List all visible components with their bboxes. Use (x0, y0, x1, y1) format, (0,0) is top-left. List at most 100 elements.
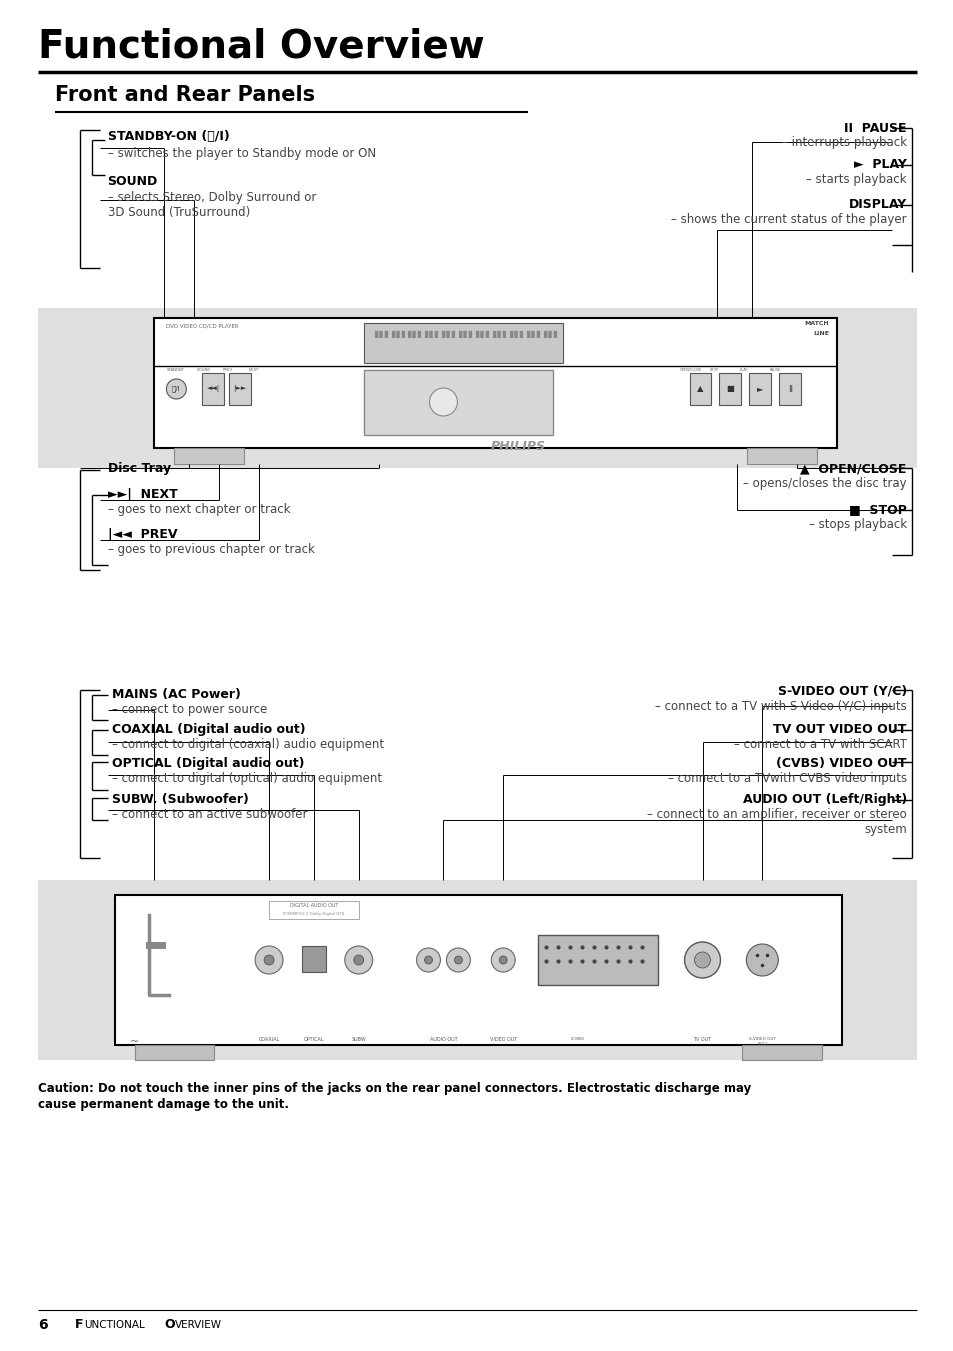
Text: DVD VIDEO CD/CD PLAYER: DVD VIDEO CD/CD PLAYER (166, 323, 239, 328)
Text: (CVBS): (CVBS) (570, 1038, 584, 1042)
Circle shape (429, 388, 456, 416)
Text: O: O (164, 1319, 174, 1331)
Text: |►►: |►► (233, 385, 247, 393)
Text: OPTICAL: OPTICAL (303, 1038, 324, 1042)
Text: AUDIO OUT: AUDIO OUT (429, 1038, 456, 1042)
Text: – goes to previous chapter or track: – goes to previous chapter or track (108, 543, 314, 557)
Bar (746, 449, 817, 463)
Text: ►: ► (757, 385, 762, 393)
Text: ▲  OPEN/CLOSE: ▲ OPEN/CLOSE (800, 462, 906, 476)
Text: UNCTIONAL: UNCTIONAL (84, 1320, 144, 1329)
Text: – connect to an amplifier, receiver or stereo: – connect to an amplifier, receiver or s… (646, 808, 906, 821)
Text: – connect to a TV with S-Video (Y/C) inputs: – connect to a TV with S-Video (Y/C) inp… (655, 700, 906, 713)
Text: ►  PLAY: ► PLAY (853, 158, 906, 172)
Circle shape (354, 955, 363, 965)
Bar (134, 1046, 214, 1061)
Bar (114, 894, 841, 1046)
Text: Functional Overview: Functional Overview (38, 28, 484, 66)
Text: 3D Sound (TruSurround): 3D Sound (TruSurround) (108, 205, 250, 219)
Circle shape (694, 952, 710, 969)
Text: |◄◄  PREV: |◄◄ PREV (108, 528, 177, 540)
Text: DVD: DVD (433, 393, 454, 403)
Text: PLAY: PLAY (739, 367, 747, 372)
Text: – connect to a TV with SCART: – connect to a TV with SCART (733, 738, 906, 751)
Text: VIDEO OUT: VIDEO OUT (489, 1038, 517, 1042)
Text: ▋▋▋: ▋▋▋ (475, 331, 491, 338)
Text: ▋▋▋: ▋▋▋ (441, 331, 457, 338)
Text: DISPLAY: DISPLAY (847, 199, 906, 211)
Text: S-VIDEO OUT (Y/C): S-VIDEO OUT (Y/C) (777, 685, 906, 698)
Text: ▋▋▋: ▋▋▋ (424, 331, 440, 338)
Circle shape (254, 946, 283, 974)
Bar (229, 373, 251, 405)
Text: PCM/MP3/2.0 Dolby Digital DTS: PCM/MP3/2.0 Dolby Digital DTS (283, 912, 344, 916)
Circle shape (491, 948, 515, 971)
Bar (202, 373, 224, 405)
Text: ▋▋▋: ▋▋▋ (542, 331, 558, 338)
Text: (CVBS) VIDEO OUT: (CVBS) VIDEO OUT (776, 757, 906, 770)
Text: – shows the current status of the player: – shows the current status of the player (671, 213, 906, 226)
Text: ▋▋▋: ▋▋▋ (492, 331, 508, 338)
Text: STANDBY: STANDBY (166, 367, 184, 372)
Circle shape (446, 948, 470, 971)
Text: VIDEO: VIDEO (436, 405, 451, 411)
Text: – connect to power source: – connect to power source (112, 703, 267, 716)
Bar (269, 901, 358, 919)
Bar (537, 935, 657, 985)
Text: COAXIAL (Digital audio out): COAXIAL (Digital audio out) (112, 723, 305, 736)
Text: NEXT: NEXT (249, 367, 259, 372)
Text: OPEN/CLOSE: OPEN/CLOSE (679, 367, 701, 372)
Text: – selects Stereo, Dolby Surround or: – selects Stereo, Dolby Surround or (108, 190, 315, 204)
Text: ▋▋▋: ▋▋▋ (374, 331, 390, 338)
Text: II: II (787, 385, 792, 393)
Text: system: system (863, 823, 906, 836)
Text: PREV: PREV (222, 367, 233, 372)
Text: ▲: ▲ (697, 385, 703, 393)
Bar (689, 373, 711, 405)
Bar (174, 449, 244, 463)
Text: Disc Tray: Disc Tray (108, 462, 171, 476)
Text: ▋▋▋: ▋▋▋ (526, 331, 541, 338)
Text: – goes to next chapter or track: – goes to next chapter or track (108, 503, 290, 516)
Text: ▋▋▋: ▋▋▋ (457, 331, 474, 338)
Bar (38, 308, 916, 467)
Text: COAXIAL: COAXIAL (258, 1038, 279, 1042)
Text: DIGITAL AUDIO OUT: DIGITAL AUDIO OUT (290, 902, 337, 908)
Text: ◄◄|: ◄◄| (207, 385, 219, 393)
Text: STOP: STOP (709, 367, 718, 372)
Text: F: F (74, 1319, 83, 1331)
Circle shape (498, 957, 507, 965)
Circle shape (166, 380, 186, 399)
Text: – switches the player to Standby mode or ON: – switches the player to Standby mode or… (108, 147, 375, 159)
Circle shape (264, 955, 274, 965)
Text: TV OUT VIDEO OUT: TV OUT VIDEO OUT (773, 723, 906, 736)
Text: ▋▋▋: ▋▋▋ (509, 331, 525, 338)
Text: TV OUT: TV OUT (693, 1038, 711, 1042)
Text: 6: 6 (38, 1319, 48, 1332)
Text: II  PAUSE: II PAUSE (843, 122, 906, 135)
Bar (363, 323, 562, 363)
Circle shape (424, 957, 432, 965)
Text: cause permanent damage to the unit.: cause permanent damage to the unit. (38, 1098, 289, 1111)
Text: VERVIEW: VERVIEW (175, 1320, 222, 1329)
Text: – connect to an active subwoofer: – connect to an active subwoofer (112, 808, 307, 821)
Text: MAINS (AC Power): MAINS (AC Power) (112, 688, 240, 701)
Circle shape (454, 957, 462, 965)
Text: OPTICAL (Digital audio out): OPTICAL (Digital audio out) (112, 757, 304, 770)
Text: Front and Rear Panels: Front and Rear Panels (54, 85, 314, 105)
Text: SUBW. (Subwoofer): SUBW. (Subwoofer) (112, 793, 248, 807)
Text: STANDBY-ON (⏽/I): STANDBY-ON (⏽/I) (108, 130, 229, 143)
Text: Caution: Do not touch the inner pins of the jacks on the rear panel connectors. : Caution: Do not touch the inner pins of … (38, 1082, 750, 1096)
Text: – interrupts playback: – interrupts playback (781, 136, 906, 149)
Bar (38, 880, 916, 1061)
Text: – connect to digital (coaxial) audio equipment: – connect to digital (coaxial) audio equ… (112, 738, 383, 751)
Text: ▋▋▋: ▋▋▋ (407, 331, 423, 338)
Text: – connect to a TVwith CVBS video inputs: – connect to a TVwith CVBS video inputs (667, 771, 906, 785)
Text: ▋▋▋: ▋▋▋ (390, 331, 406, 338)
Bar (363, 370, 553, 435)
Bar (741, 1046, 821, 1061)
Text: – starts playback: – starts playback (805, 173, 906, 186)
Text: ■  STOP: ■ STOP (848, 503, 906, 516)
Circle shape (344, 946, 373, 974)
Text: SOUND: SOUND (108, 176, 157, 188)
